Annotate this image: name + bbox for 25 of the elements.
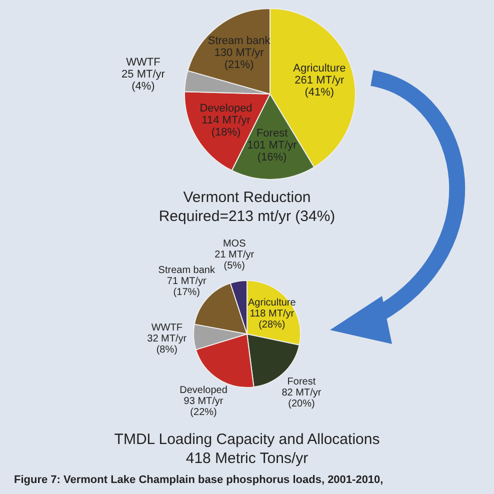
slice-label: Developed <box>180 385 228 396</box>
data-label: 261 MT/yr (41%) <box>294 74 345 98</box>
data-label: 25 MT/yr (4%) <box>122 68 166 93</box>
slice-label: WWTF <box>151 322 182 334</box>
slice-label: MOS <box>222 238 246 250</box>
data-label: 101 MT/yr (16%) <box>247 139 298 164</box>
slice-label: Agriculture <box>293 62 346 74</box>
data-label: 21 MT/yr (5%) <box>214 250 255 272</box>
data-label: 93 MT/yr (22%) <box>184 396 224 418</box>
data-label: 130 MT/yr (21%) <box>214 47 264 72</box>
text: Vermont Reduction <box>182 188 312 207</box>
data-label: 118 MT/yr (28%) <box>250 308 295 331</box>
caption: Figure 7: Vermont Lake Champlain base phosphorus loads, 2001-2010, <box>13 474 384 486</box>
text: 418 Metric Tons/yr <box>184 449 310 468</box>
slice-label: Forest <box>287 376 316 388</box>
slice-label: Stream bank <box>158 264 216 276</box>
slice-label: WWTF <box>126 56 161 69</box>
slice-label: Developed <box>200 102 252 114</box>
data-label: 114 MT/yr (18%) <box>202 114 251 138</box>
text: TMDL Loading Capacity and Allocations <box>113 430 381 449</box>
text: Required=213 mt/yr (34%) <box>158 207 336 226</box>
data-label: 82 MT/yr (20%) <box>282 388 322 410</box>
data-label: 71 MT/yr (17%) <box>166 276 208 298</box>
data-label: 32 MT/yr (8%) <box>147 333 188 356</box>
slice-label: Forest <box>256 127 288 140</box>
